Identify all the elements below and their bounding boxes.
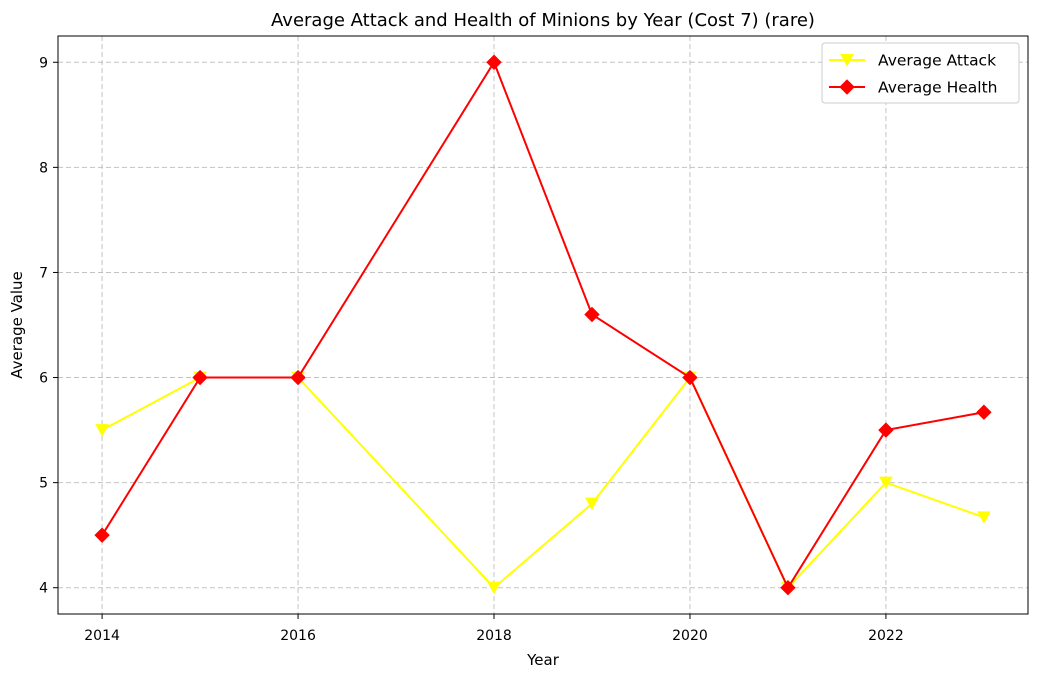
y-tick-label: 6 (39, 371, 48, 387)
data-point-average-attack (879, 476, 893, 490)
x-axis-label: Year (526, 651, 560, 669)
data-point-average-health (192, 369, 208, 386)
plot-frame (57, 35, 1029, 615)
data-point-average-health (486, 54, 502, 70)
legend-marker (840, 54, 854, 67)
legend-box (821, 42, 1020, 104)
series-layer (94, 54, 992, 596)
series-line-average-health (101, 60, 985, 590)
data-point-average-health (290, 369, 306, 386)
legend-item-average-attack: Average Attack (829, 52, 996, 70)
x-tick-label: 2022 (868, 628, 904, 644)
data-point-average-attack (95, 424, 109, 437)
legend: Average Attack Average Health (821, 42, 1020, 104)
x-tick-label: 2020 (672, 628, 708, 644)
grid-lines (58, 36, 1028, 614)
y-tick-label: 5 (39, 476, 48, 492)
y-tick-label: 4 (39, 581, 48, 597)
x-axis-ticks: 2014 2016 2018 2020 2022 (84, 614, 904, 644)
data-point-average-attack (977, 511, 991, 524)
y-axis-label: Average Value (8, 271, 26, 379)
data-point-average-attack (585, 497, 599, 511)
x-tick-label: 2014 (84, 628, 120, 644)
x-tick-label: 2018 (476, 628, 512, 644)
data-point-average-health (976, 404, 992, 420)
series-average-health (94, 54, 992, 596)
chart-title: Average Attack and Health of Minions by … (271, 10, 815, 31)
y-axis-ticks: 4 5 6 7 8 9 (39, 55, 58, 597)
y-tick-label: 7 (39, 265, 48, 281)
data-point-average-health (682, 369, 698, 386)
legend-label: Average Health (878, 79, 997, 97)
data-point-average-attack (487, 581, 501, 595)
x-tick-label: 2016 (280, 628, 316, 644)
y-tick-label: 9 (39, 55, 48, 71)
data-point-average-health (584, 306, 600, 323)
legend-label: Average Attack (878, 52, 996, 70)
data-point-average-health (780, 580, 796, 596)
data-point-average-health (94, 527, 110, 543)
data-point-average-health (878, 422, 894, 438)
legend-marker (839, 79, 855, 95)
y-tick-label: 8 (39, 160, 48, 176)
legend-item-average-health: Average Health (829, 79, 997, 97)
